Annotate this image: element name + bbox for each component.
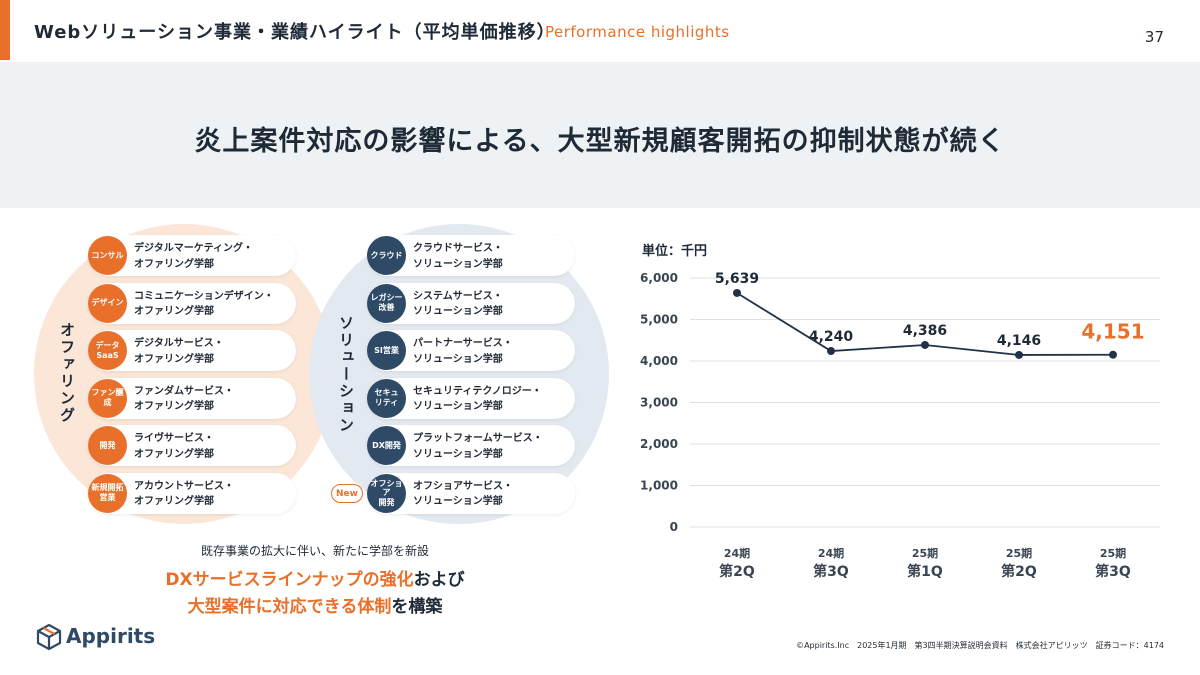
headline-text: 炎上案件対応の影響による、大型新規顧客開拓の抑制状態が続く: [194, 126, 1006, 157]
company-logo: Appirits: [36, 620, 166, 654]
y-tick-label: 6,000: [640, 271, 678, 285]
y-tick-label: 0: [670, 520, 678, 534]
solution-item-text: セキュリティテクノロジー・ ソリューション学部: [413, 385, 542, 413]
y-tick-label: 2,000: [640, 437, 678, 451]
solution-item-badge: クラウド: [367, 236, 406, 275]
solution-item-pill: オフショア 開発 オフショアサービス・ ソリューション学部: [367, 472, 575, 514]
solution-item-badge: レガシー 改善: [367, 283, 406, 323]
offering-item-pill: コンサル デジタルマーケティング・ オファリング学部: [88, 235, 296, 276]
solution-item-text: システムサービス・ ソリューション学部: [413, 290, 503, 318]
data-point: [1015, 350, 1023, 359]
chart-unit-label: 単位：千円: [642, 243, 707, 259]
caption-line-2-rest: および: [413, 570, 465, 590]
offering-item-pill: 新規開拓 営業 アカウントサービス・ オファリング学部: [88, 472, 296, 514]
x-tick-year-label: 24期: [724, 546, 750, 560]
logo-text: Appirits: [66, 624, 156, 648]
data-label: 4,386: [903, 323, 947, 339]
offering-item-pill: ファン醸成 ファンダムサービス・ オファリング学部: [88, 377, 296, 419]
new-badge: New: [331, 484, 363, 503]
caption-line-2-highlight: DXサービスラインナップの強化: [165, 570, 414, 590]
offering-item-text: デジタルマーケティング・ オファリング学部: [134, 243, 253, 270]
data-label: 4,146: [997, 333, 1041, 349]
x-tick-quarter-label: 第3Q: [1095, 563, 1131, 580]
caption-line-3-highlight: 大型案件に対応できる体制: [187, 597, 392, 617]
caption-line-3: 大型案件に対応できる体制を構築: [0, 592, 630, 617]
offering-item-pill: 開発 ライヴサービス・ オファリング学部: [88, 425, 296, 466]
offering-item-text: アカウントサービス・ オファリング学部: [134, 480, 234, 508]
y-tick-label: 3,000: [640, 396, 678, 410]
offering-item-badge: 新規開拓 営業: [88, 473, 127, 513]
offering-item-text: デジタルサービス・ オファリング学部: [134, 338, 224, 365]
x-tick-quarter-label: 第1Q: [907, 563, 943, 580]
solution-item-badge: セキュ リティ: [367, 378, 406, 418]
solution-item-badge: オフショア 開発: [367, 473, 406, 513]
offering-item-pill: データ SaaS デジタルサービス・ オファリング学部: [88, 330, 296, 371]
solution-item-badge: DX開発: [367, 426, 406, 465]
offering-item-text: ファンダムサービス・ オファリング学部: [134, 385, 234, 413]
offering-item-badge: コンサル: [88, 236, 127, 275]
page-title: Webソリューション事業・業績ハイライト（平均単価推移）: [34, 22, 556, 43]
offering-item-badge: 開発: [88, 426, 127, 465]
offering-item-pill: デザイン コミュニケーションデザイン・ オファリング学部: [88, 282, 296, 324]
x-tick-year-label: 25期: [1006, 546, 1032, 560]
unit-price-line-chart: 単位：千円 0 1,000 2,000 3,000 4,000 5,000 6,000 5,63…: [640, 243, 1160, 580]
solution-item-badge: SI営業: [367, 331, 406, 370]
data-point: [827, 347, 835, 356]
data-point: [1109, 350, 1117, 359]
x-tick-year-label: 25期: [912, 546, 938, 560]
header-accent-bar: [0, 0, 10, 60]
page-subtitle: Performance highlights: [545, 23, 730, 41]
footer-text: ©Appirits.Inc 2025年1月期 第3四半期決算説明会資料 株式会社…: [796, 641, 1164, 650]
x-tick-quarter-label: 第2Q: [1001, 563, 1037, 580]
page-number: 37: [1144, 28, 1164, 46]
solution-item-pill: SI営業 パートナーサービス・ ソリューション学部: [367, 330, 575, 371]
y-tick-label: 1,000: [640, 479, 678, 493]
x-tick-quarter-label: 第3Q: [813, 563, 849, 580]
data-label: 5,639: [715, 271, 759, 287]
solution-label: ソリューション: [337, 315, 355, 434]
headline-banner: 炎上案件対応の影響による、大型新規顧客開拓の抑制状態が続く: [0, 62, 1200, 208]
solution-item-pill: レガシー 改善 システムサービス・ ソリューション学部: [367, 282, 575, 324]
offering-item-text: ライヴサービス・ オファリング学部: [134, 433, 214, 460]
solution-item-text: パートナーサービス・ ソリューション学部: [413, 338, 513, 365]
caption-line-1: 既存事業の拡大に伴い、新たに学部を新設: [200, 544, 429, 558]
x-tick-quarter-label: 第2Q: [719, 563, 755, 580]
offering-item-badge: ファン醸成: [88, 378, 127, 418]
solution-item-pill: クラウド クラウドサービス・ ソリューション学部: [367, 235, 575, 276]
solution-item-text: オフショアサービス・ ソリューション学部: [413, 480, 513, 508]
solution-item-text: プラットフォームサービス・ ソリューション学部: [413, 433, 543, 460]
y-tick-label: 5,000: [640, 313, 678, 327]
y-tick-label: 4,000: [640, 354, 678, 368]
data-label: 4,240: [809, 329, 854, 345]
offering-item-badge: データ SaaS: [88, 331, 127, 370]
offering-item-badge: デザイン: [88, 283, 127, 323]
caption-line-3-rest: を構築: [391, 597, 443, 617]
x-tick-year-label: 25期: [1100, 546, 1126, 560]
cube-logo-icon: [36, 623, 62, 651]
solution-item-pill: DX開発 プラットフォームサービス・ ソリューション学部: [367, 425, 575, 466]
data-point: [733, 288, 741, 297]
offering-label: オファリング: [58, 322, 76, 424]
data-label-highlight: 4,151: [1081, 320, 1144, 344]
x-tick-year-label: 24期: [818, 546, 844, 560]
caption-line-2: DXサービスラインナップの強化および: [0, 565, 630, 590]
offering-item-text: コミュニケーションデザイン・ オファリング学部: [134, 290, 274, 318]
data-point: [921, 340, 929, 349]
solution-item-pill: セキュ リティ セキュリティテクノロジー・ ソリューション学部: [367, 377, 575, 419]
solution-item-text: クラウドサービス・ ソリューション学部: [413, 243, 503, 270]
